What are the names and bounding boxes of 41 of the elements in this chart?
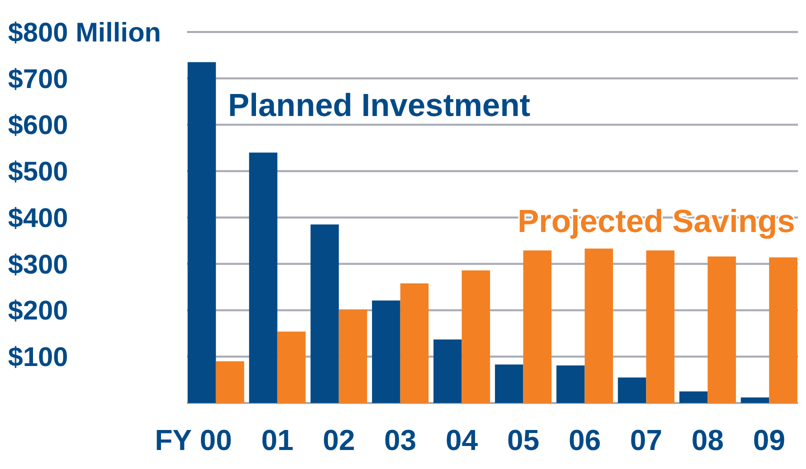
bar	[372, 300, 400, 403]
bar	[740, 397, 770, 403]
x-axis-title: FY	[154, 425, 192, 457]
x-tick-label: 08	[692, 425, 724, 457]
bar	[618, 377, 646, 403]
bar	[433, 339, 462, 403]
y-tick-label: $100	[8, 342, 68, 372]
x-tick-label: 00	[200, 425, 232, 457]
bar	[338, 310, 368, 403]
x-tick-label: 06	[568, 425, 601, 457]
x-tick-label: 03	[384, 425, 416, 457]
x-tick-label: 02	[322, 425, 355, 457]
x-tick-label: 05	[507, 425, 540, 457]
bar	[769, 257, 798, 403]
x-tick-label: 01	[261, 425, 294, 457]
y-tick-label: $600	[8, 110, 68, 140]
x-tick-label: 09	[752, 425, 786, 457]
bar	[523, 250, 552, 403]
x-tick-label: 04	[446, 425, 478, 457]
bar	[400, 283, 429, 403]
bar	[310, 224, 339, 403]
bar	[679, 391, 708, 403]
y-tick-label: $800 Million	[8, 17, 162, 48]
series-label: Projected Savings	[518, 203, 795, 239]
bar	[188, 62, 216, 403]
y-tick-label: $300	[8, 249, 68, 280]
bar	[646, 250, 674, 403]
bar	[584, 248, 613, 403]
y-tick-label: $400	[8, 202, 68, 233]
series-label: Planned Investment	[228, 87, 531, 123]
bar	[708, 256, 736, 403]
y-tick-label: $200	[8, 296, 68, 326]
bar	[494, 364, 524, 403]
bar	[277, 332, 306, 403]
bar	[556, 365, 585, 403]
bar	[249, 152, 278, 403]
y-tick-label: $700	[8, 64, 68, 94]
bar	[216, 361, 244, 403]
y-tick-label: $500	[8, 156, 68, 187]
x-tick-label: 07	[630, 425, 662, 457]
bar	[462, 270, 490, 403]
